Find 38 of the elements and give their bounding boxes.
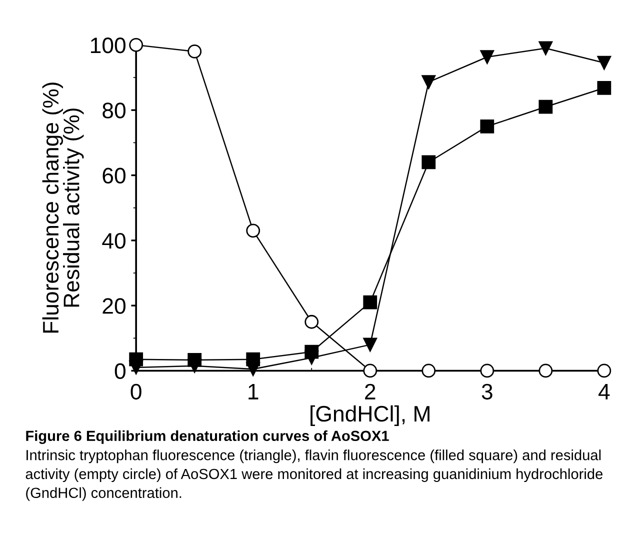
point — [363, 338, 378, 352]
point — [538, 364, 553, 378]
point — [129, 38, 144, 52]
point — [597, 81, 612, 95]
point — [538, 100, 553, 114]
point — [363, 364, 378, 378]
point — [538, 41, 553, 56]
point — [480, 119, 494, 134]
point — [422, 75, 436, 90]
point — [188, 358, 202, 373]
y-tick-label: 80 — [102, 102, 126, 118]
point — [422, 364, 436, 378]
point — [304, 314, 319, 329]
point — [188, 44, 202, 58]
point — [246, 224, 260, 238]
x-tick-label: 1 — [248, 384, 258, 400]
x-tick-label: 3 — [482, 384, 492, 400]
point — [129, 360, 144, 374]
text: Intrinsic tryptophan fluorescence (triangle), flavin fluorescence (filled square) and residual activity (empty circle) of AoSOX1 were monitored at increasing guanidinium hydrochloride (GndHCl) concentration. — [26, 450, 602, 501]
y-tick-label: 20 — [102, 298, 126, 314]
point — [480, 364, 494, 378]
point — [422, 155, 436, 170]
point — [597, 56, 612, 70]
y-axis-title: Fluorescence change (%) Residual activity (%) — [42, 82, 84, 333]
y-tick-label: 40 — [102, 232, 126, 249]
point — [597, 364, 612, 378]
text: Figure 6 Equilibrium denaturation curves of AoSOX1 — [26, 430, 389, 444]
x-tick-label: 4 — [598, 384, 610, 400]
y-tick-label: 100 — [90, 37, 126, 54]
y-tick-label: 0 — [114, 363, 126, 380]
point — [304, 350, 319, 365]
x-tick-label: 0 — [130, 384, 142, 400]
point — [363, 295, 378, 310]
y-tick-label: 60 — [102, 168, 126, 184]
point — [246, 362, 260, 376]
x-axis-title: [GndHCl], M — [310, 405, 430, 426]
x-tick-label: 2 — [365, 384, 376, 400]
point — [480, 50, 494, 64]
